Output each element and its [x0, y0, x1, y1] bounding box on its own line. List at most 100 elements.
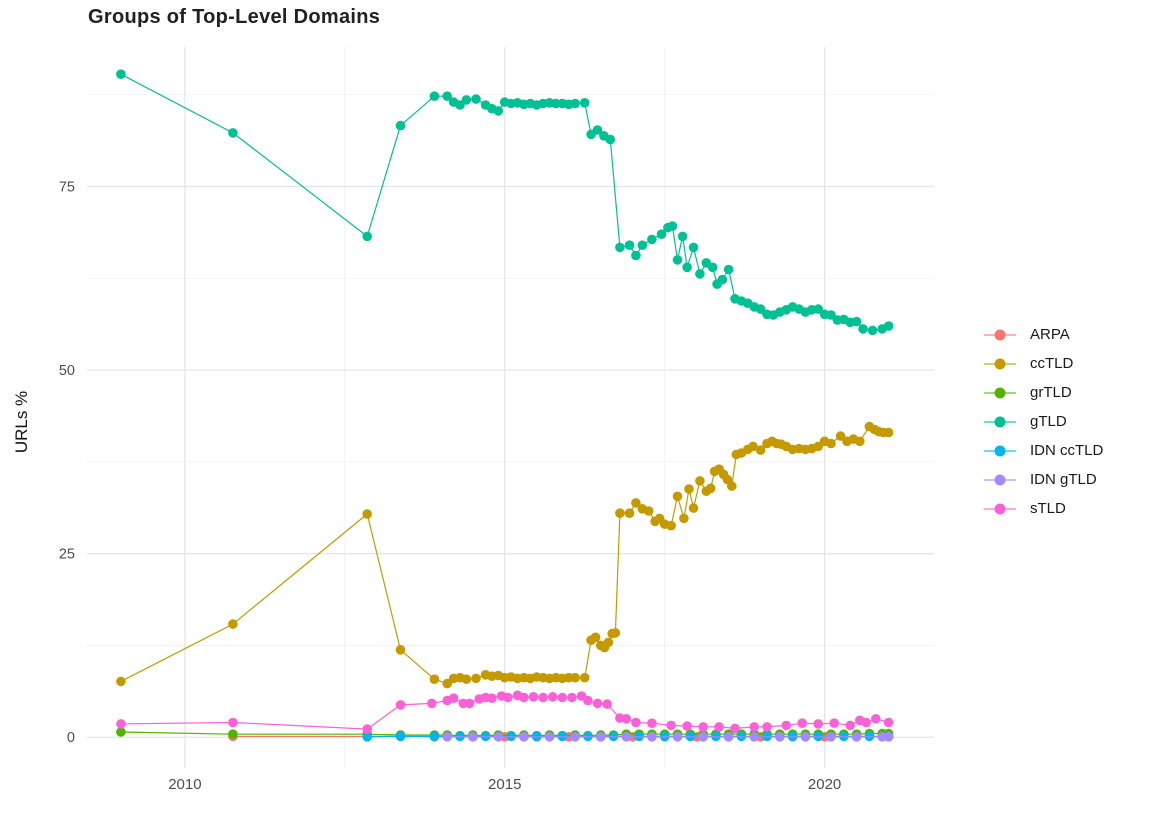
data-point [461, 674, 472, 684]
data-point [570, 732, 580, 742]
legend-key-icon [984, 445, 1016, 457]
data-point [749, 722, 759, 732]
data-point [762, 722, 772, 732]
data-point [503, 692, 513, 703]
data-point [429, 91, 440, 101]
data-point [461, 95, 472, 105]
chart-title: Groups of Top-Level Domains [88, 6, 381, 28]
data-point [672, 491, 683, 502]
data-point [883, 321, 894, 331]
data-point [570, 672, 580, 683]
data-point [615, 508, 625, 518]
data-point [723, 264, 734, 275]
data-point [684, 484, 694, 494]
data-point [429, 731, 440, 742]
data-point [826, 438, 836, 449]
legend-item: ARPA [984, 320, 1103, 349]
data-point [631, 717, 641, 728]
data-point [800, 732, 811, 742]
data-point [395, 645, 406, 655]
data-point [682, 262, 692, 273]
data-point [698, 732, 708, 742]
data-point [672, 732, 683, 742]
data-point [829, 718, 839, 728]
data-point [570, 98, 580, 109]
data-point [557, 692, 568, 703]
data-point [631, 498, 641, 508]
data-point [682, 721, 692, 731]
data-point [714, 722, 724, 732]
data-point [858, 324, 868, 334]
x-tick-label: 2010 [168, 776, 201, 793]
data-point [362, 231, 373, 242]
data-point [851, 732, 862, 742]
data-point [116, 676, 126, 687]
data-point [228, 128, 238, 138]
data-point [448, 693, 459, 703]
data-point [883, 717, 894, 728]
data-point [471, 673, 481, 684]
data-point [592, 698, 603, 709]
data-point [590, 632, 601, 643]
data-point [228, 729, 238, 739]
data-point [826, 732, 836, 742]
data-point [624, 240, 635, 250]
data-point [688, 503, 699, 513]
data-point [395, 700, 406, 710]
data-point [835, 431, 846, 441]
data-point [429, 674, 440, 684]
data-point [621, 714, 632, 724]
legend-key-icon [984, 503, 1016, 515]
data-point [717, 274, 728, 285]
data-point [605, 134, 616, 145]
data-point [637, 240, 648, 250]
legend-label: grTLD [1030, 384, 1072, 401]
data-point [855, 436, 865, 447]
data-point [672, 255, 683, 265]
data-point [395, 120, 406, 131]
data-point [647, 732, 657, 742]
data-point [116, 719, 126, 729]
data-point [679, 513, 689, 524]
data-point [730, 723, 740, 734]
data-point [567, 692, 577, 703]
data-point [727, 481, 737, 491]
y-tick-label: 0 [67, 730, 75, 746]
data-point [647, 718, 657, 728]
legend-label: sTLD [1030, 500, 1066, 517]
data-point [602, 699, 612, 709]
data-point [723, 732, 734, 742]
data-point [603, 637, 614, 648]
data-point [871, 714, 881, 724]
data-point [666, 520, 676, 531]
legend-item: ccTLD [984, 349, 1103, 378]
data-point [631, 250, 641, 261]
data-point [610, 628, 621, 638]
data-point [755, 304, 766, 314]
legend: ARPA ccTLD grTLD gTLD IDN ccTLD IDN gTLD sTLD [984, 320, 1103, 523]
legend-item: IDN gTLD [984, 465, 1103, 494]
data-point [442, 91, 453, 101]
data-point [228, 619, 238, 629]
data-point [624, 508, 635, 518]
data-point [861, 717, 871, 728]
legend-key-icon [984, 416, 1016, 428]
legend-key-icon [984, 474, 1016, 486]
legend-label: IDN gTLD [1030, 471, 1097, 488]
data-point [621, 732, 632, 742]
data-point [883, 732, 894, 742]
data-point [493, 732, 504, 742]
legend-item: IDN ccTLD [984, 436, 1103, 465]
y-tick-label: 50 [59, 363, 75, 379]
data-point [688, 242, 699, 253]
data-point [667, 221, 678, 231]
data-point [427, 698, 437, 709]
data-point [544, 732, 555, 742]
legend-label: ARPA [1030, 326, 1070, 343]
legend-label: gTLD [1030, 413, 1067, 430]
legend-key-icon [984, 329, 1016, 341]
legend-key-icon [984, 387, 1016, 399]
data-point [851, 316, 862, 327]
